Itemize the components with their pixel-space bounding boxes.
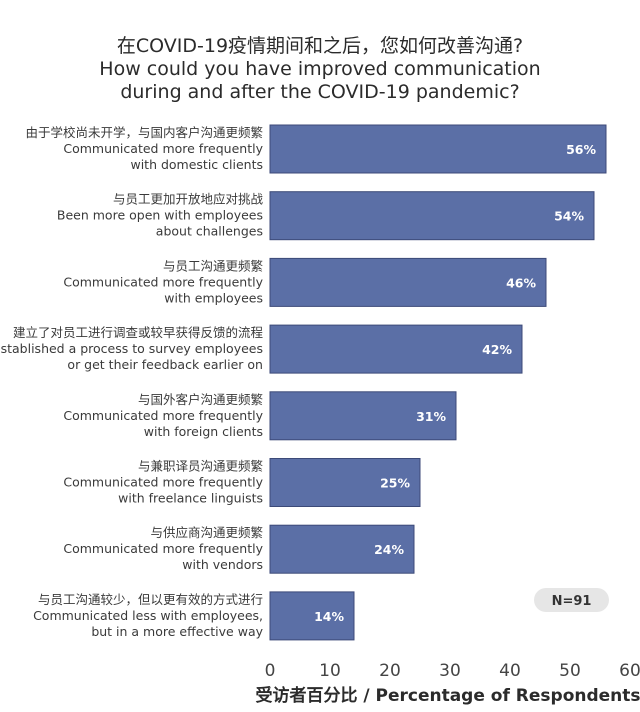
- bar-6: [269, 458, 421, 507]
- bar-value-label-4: 42%: [482, 342, 512, 357]
- chart-title-line-2: How could you have improved communicatio…: [99, 58, 540, 80]
- bar-5: [269, 391, 457, 441]
- category-label-4-line-2: Established a process to survey employee…: [0, 341, 263, 356]
- bar-value-label-1: 56%: [566, 142, 596, 157]
- category-label-6-line-1: 与兼职译员沟通更频繁: [138, 459, 264, 474]
- category-label-8-line-2: Communicated less with employees,: [33, 608, 263, 623]
- category-label-5-line-3: with foreign clients: [144, 424, 263, 439]
- category-label-4-line-1: 建立了对员工进行调查或较早获得反馈的流程: [13, 325, 264, 340]
- chart-title: 在COVID-19疫情期间和之后，您如何改善沟通?How could you h…: [99, 35, 540, 103]
- x-tick-label-60: 60: [619, 661, 640, 681]
- x-tick-label-20: 20: [379, 661, 401, 681]
- category-label-7-line-2: Communicated more frequently: [63, 541, 263, 556]
- category-label-3-line-3: with employees: [164, 290, 263, 305]
- bar-4: [269, 324, 523, 374]
- sample-size-badge: [534, 588, 609, 612]
- bar-value-label-8: 14%: [314, 609, 344, 624]
- category-label-2-line-2: Been more open with employees: [57, 208, 263, 223]
- category-label-6-line-3: with freelance linguists: [118, 491, 263, 506]
- category-label-4-line-3: or get their feedback earlier on: [67, 357, 263, 372]
- bar-value-label-7: 24%: [374, 542, 404, 557]
- category-label-5-line-1: 与国外客户沟通更频繁: [138, 392, 264, 407]
- x-tick-label-50: 50: [559, 661, 581, 681]
- category-label-2-line-1: 与员工更加开放地应对挑战: [113, 192, 264, 207]
- bar-7: [269, 524, 415, 574]
- bar-1: [269, 124, 607, 174]
- bar-3: [269, 257, 547, 307]
- annotation: N=91: [534, 588, 609, 612]
- x-axis-title: 受访者百分比 / Percentage of Respondents: [255, 685, 640, 706]
- category-label-1-line-3: with domestic clients: [130, 157, 263, 172]
- x-tick-label-0: 0: [265, 661, 276, 681]
- bar-value-label-2: 54%: [554, 209, 584, 224]
- bar-value-label-5: 31%: [416, 409, 446, 424]
- bar-value-label-3: 46%: [506, 275, 536, 290]
- category-label-2-line-3: about challenges: [156, 224, 263, 239]
- x-tick-label-30: 30: [439, 661, 461, 681]
- bar-2: [269, 191, 595, 241]
- category-label-8-line-3: but in a more effective way: [91, 624, 263, 639]
- category-label-1-line-1: 由于学校尚未开学，与国内客户沟通更频繁: [25, 125, 263, 140]
- x-axis: 0 10 20 30 40 50 60 受访者百分比 / Percentage of Resp…: [255, 661, 640, 706]
- category-label-7-line-3: with vendors: [182, 557, 263, 572]
- category-label-3-line-2: Communicated more frequently: [63, 274, 263, 289]
- category-label-1-line-2: Communicated more frequently: [63, 141, 263, 156]
- sample-size-label: N=91: [552, 594, 592, 609]
- bars: 56% 54% 46% 42% 31% 25% 24% 14%: [269, 124, 607, 641]
- bar-8: [269, 591, 355, 641]
- chart-title-line-3: during and after the COVID-19 pandemic?: [120, 81, 519, 103]
- category-label-5-line-2: Communicated more frequently: [63, 408, 263, 423]
- chart-title-line-1: 在COVID-19疫情期间和之后，您如何改善沟通?: [117, 35, 523, 57]
- x-tick-label-10: 10: [319, 661, 341, 681]
- category-label-3-line-1: 与员工沟通更频繁: [163, 258, 264, 273]
- bar-value-label-6: 25%: [380, 476, 410, 491]
- x-tick-label-40: 40: [499, 661, 521, 681]
- category-label-6-line-2: Communicated more frequently: [63, 475, 263, 490]
- category-label-8-line-1: 与员工沟通较少，但以更有效的方式进行: [38, 592, 263, 607]
- category-label-7-line-1: 与供应商沟通更频繁: [150, 525, 263, 540]
